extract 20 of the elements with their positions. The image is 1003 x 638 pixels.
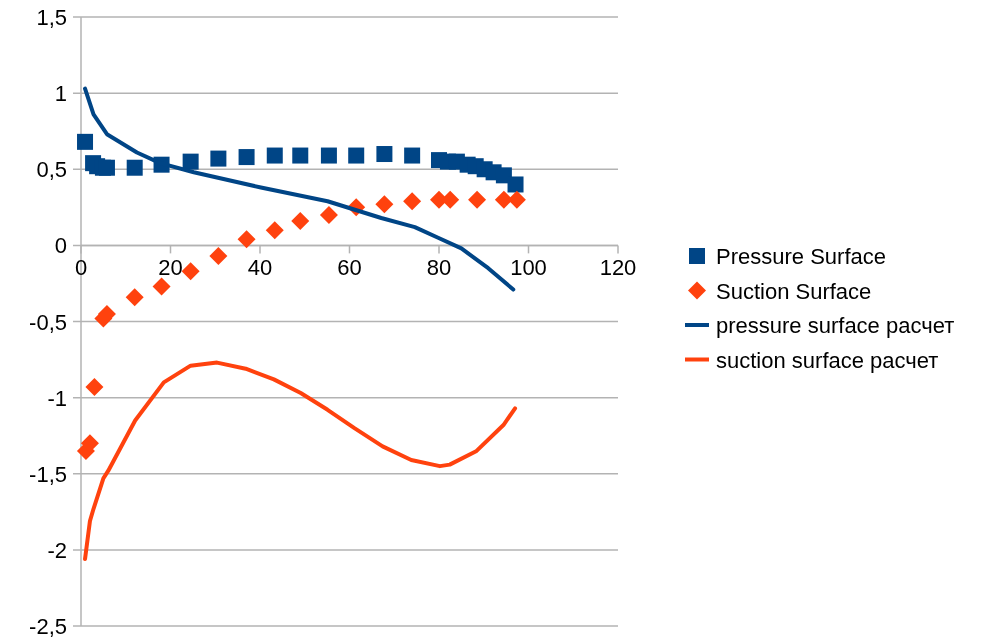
x-tick-label: 40: [247, 255, 273, 281]
x-tick-label: 60: [337, 255, 362, 281]
y-tick-label: -2: [47, 537, 67, 563]
y-tick-label: -2,5: [29, 614, 67, 638]
x-tick-label: 100: [510, 255, 547, 281]
y-tick-label: 1,5: [36, 5, 67, 30]
x-tick-label: 80: [426, 255, 452, 281]
y-tick-label: -1,5: [29, 461, 67, 487]
legend-label: suction surface расчет: [716, 347, 939, 373]
y-tick-label: 0,5: [36, 157, 67, 183]
y-tick-label: 1: [54, 81, 67, 107]
x-tick-label: 20: [158, 255, 183, 281]
legend-label: Pressure Surface: [716, 244, 886, 269]
x-tick-label: 0: [74, 255, 88, 281]
x-tick-label: 120: [599, 255, 637, 281]
legend-label: pressure surface расчет: [716, 313, 955, 338]
legend-label: Suction Surface: [716, 278, 872, 304]
y-tick-label: -0,5: [29, 309, 67, 335]
y-tick-label: 0: [54, 233, 67, 259]
y-tick-label: -1: [47, 385, 67, 411]
